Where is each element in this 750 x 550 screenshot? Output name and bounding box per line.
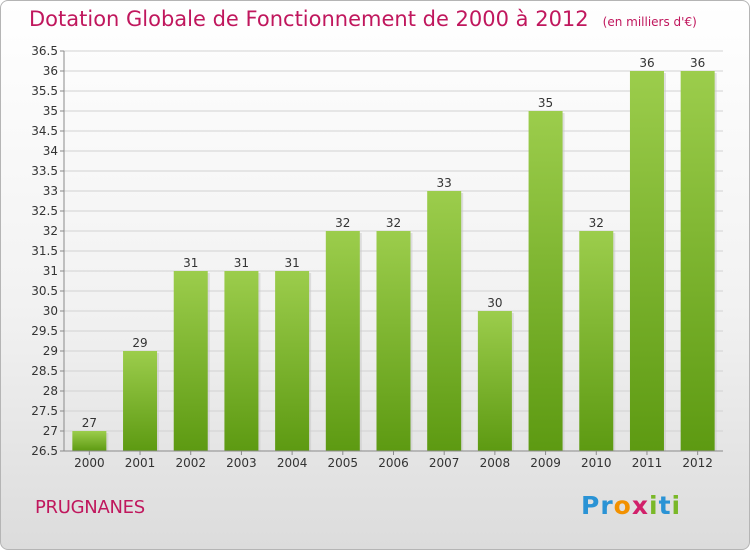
data-label: 31 [183, 256, 198, 270]
x-tick-label: 2010 [581, 456, 612, 470]
x-tick-label: 2000 [74, 456, 105, 470]
data-label: 33 [437, 176, 452, 190]
x-tick-label: 2011 [632, 456, 663, 470]
y-tick-label: 34.5 [31, 124, 58, 138]
y-tick-label: 29 [43, 344, 58, 358]
y-tick-label: 30.5 [31, 284, 58, 298]
bar [224, 271, 259, 451]
unit-label: (en milliers d'€) [602, 15, 697, 29]
data-label: 27 [82, 416, 97, 430]
bar [629, 71, 664, 451]
bar [173, 271, 208, 451]
y-tick-label: 30 [43, 304, 58, 318]
data-label: 32 [335, 216, 350, 230]
x-tick-label: 2009 [530, 456, 561, 470]
y-tick-label: 35 [43, 104, 58, 118]
y-tick-label: 32.5 [31, 204, 58, 218]
data-label: 32 [386, 216, 401, 230]
bar [325, 231, 360, 451]
data-label: 31 [284, 256, 299, 270]
x-tick-label: 2004 [277, 456, 308, 470]
y-tick-label: 31.5 [31, 244, 58, 258]
bar [376, 231, 411, 451]
y-tick-label: 33 [43, 184, 58, 198]
x-tick-label: 2003 [226, 456, 257, 470]
x-tick-label: 2006 [378, 456, 409, 470]
x-tick-label: 2001 [125, 456, 156, 470]
y-tick-label: 32 [43, 224, 58, 238]
bar [275, 271, 310, 451]
y-tick-label: 31 [43, 264, 58, 278]
x-tick-label: 2005 [328, 456, 359, 470]
data-label: 36 [690, 56, 705, 70]
y-tick-label: 33.5 [31, 164, 58, 178]
data-label: 32 [589, 216, 604, 230]
y-tick-label: 35.5 [31, 84, 58, 98]
chart-title-text: Dotation Globale de Fonctionnement de 20… [29, 7, 589, 31]
proxiti-logo[interactable]: Proxiti [581, 491, 682, 520]
data-label: 31 [234, 256, 249, 270]
data-label: 29 [132, 336, 147, 350]
x-tick-label: 2008 [480, 456, 511, 470]
y-tick-label: 27.5 [31, 404, 58, 418]
y-tick-label: 26.5 [31, 444, 58, 458]
commune-name: PRUGNANES [35, 497, 145, 518]
bar [72, 431, 107, 451]
bar [477, 311, 512, 451]
data-label: 30 [487, 296, 502, 310]
y-tick-label: 36 [43, 64, 58, 78]
bar [528, 111, 563, 451]
x-tick-label: 2007 [429, 456, 460, 470]
y-tick-label: 27 [43, 424, 58, 438]
bar [579, 231, 614, 451]
y-tick-label: 34 [43, 144, 58, 158]
x-tick-label: 2012 [682, 456, 713, 470]
y-tick-label: 29.5 [31, 324, 58, 338]
y-tick-label: 28 [43, 384, 58, 398]
chart-title: Dotation Globale de Fonctionnement de 20… [29, 7, 697, 31]
y-tick-label: 36.5 [31, 44, 58, 58]
data-label: 35 [538, 96, 553, 110]
x-tick-label: 2002 [175, 456, 206, 470]
y-tick-label: 28.5 [31, 364, 58, 378]
bar [680, 71, 715, 451]
bar [123, 351, 158, 451]
bar [427, 191, 462, 451]
data-label: 36 [639, 56, 654, 70]
